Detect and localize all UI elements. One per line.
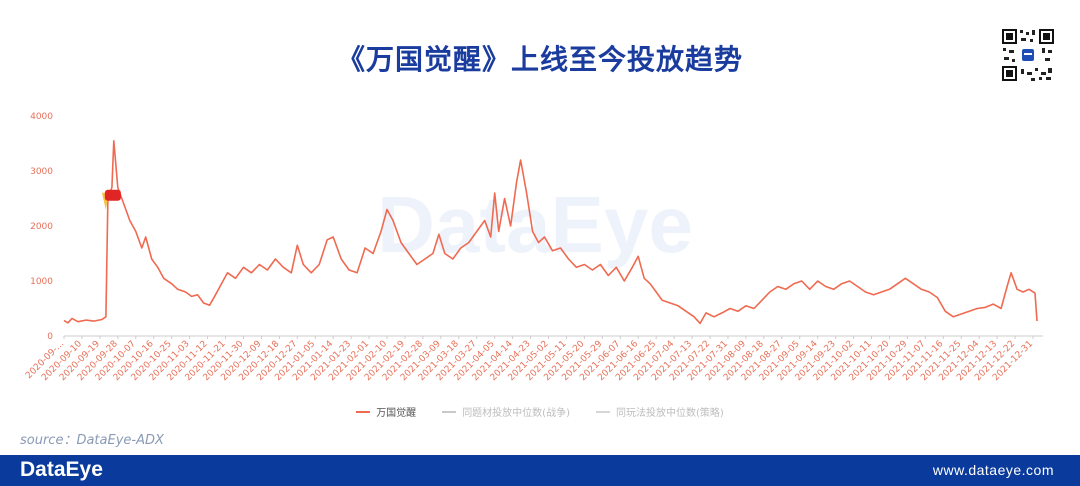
page-title: 《万国觉醒》上线至今投放趋势 (336, 43, 743, 76)
legend-item-main[interactable]: 万国觉醒 (356, 404, 416, 419)
legend-swatch-main (356, 410, 371, 413)
legend-label-theme-median: 同题材投放中位数(战争) (462, 408, 570, 419)
qr-code (1001, 28, 1055, 82)
legend-swatch-theme-median (442, 410, 457, 413)
qr-code-icon (1001, 28, 1055, 82)
y-tick-label: 2000 (30, 222, 53, 232)
legend-label-main: 万国觉醒 (376, 408, 417, 419)
chart-watermark: DataEye (377, 180, 693, 269)
legend-item-gameplay-median[interactable]: 同玩法投放中位数(策略) (596, 404, 724, 419)
y-tick-label: 1000 (30, 277, 53, 287)
y-tick-label: 3000 (30, 167, 53, 177)
y-tick-label: 4000 (30, 112, 53, 122)
legend-label-gameplay-median: 同玩法投放中位数(策略) (616, 408, 724, 419)
legend-item-theme-median[interactable]: 同题材投放中位数(战争) (442, 404, 570, 419)
y-tick-label: 0 (47, 332, 53, 342)
series-line-0 (63, 140, 1038, 325)
footer-url[interactable]: www.dataeye.com (932, 462, 1054, 478)
legend-swatch-gameplay-median (596, 410, 610, 413)
chart-legend: 万国觉醒 同题材投放中位数(战争) 同玩法投放中位数(策略) (0, 404, 1080, 419)
footer-logo: DataEye (20, 458, 103, 481)
trend-chart: DataEye010002000300040002020-09-...2020-… (24, 112, 1043, 383)
footer-bar: DataEye www.dataeye.com (0, 455, 1080, 486)
marker-badge-icon (104, 189, 121, 201)
source-note: source：DataEye-ADX (20, 433, 164, 448)
